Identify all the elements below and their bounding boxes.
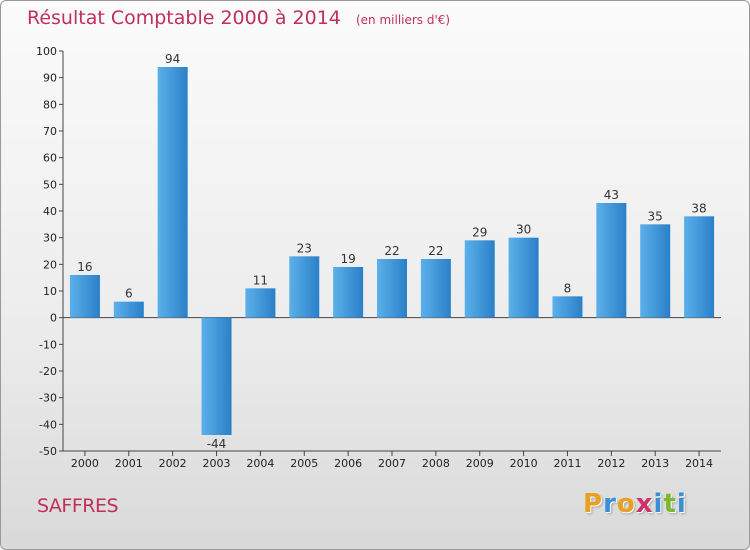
- data-label-2011: 8: [564, 281, 572, 295]
- x-tick-label-2001: 2001: [115, 457, 143, 470]
- data-label-2002: 94: [165, 52, 180, 66]
- data-label-2007: 22: [384, 244, 399, 258]
- chart-data-labels: 16 6 94 -44 11 23 19 22 22 29 30 8 43 35 38: [77, 52, 706, 451]
- x-tick-label-2003: 2003: [203, 457, 231, 470]
- bar-2004: [245, 288, 276, 318]
- chart-unit: (en milliers d'€): [355, 13, 451, 27]
- bar-2014: [684, 216, 715, 318]
- bar-2010: [508, 237, 539, 318]
- bar-2005: [289, 256, 320, 318]
- data-label-2014: 38: [691, 201, 706, 215]
- y-tick-label: 70: [43, 125, 57, 138]
- x-tick-label-2000: 2000: [71, 457, 99, 470]
- y-tick-label: -10: [39, 338, 57, 351]
- y-tick-label: 0: [50, 312, 57, 325]
- logo-letter: x: [635, 489, 654, 519]
- data-label-2013: 35: [648, 209, 663, 223]
- bar-2011: [552, 296, 583, 318]
- data-label-2004: 11: [253, 273, 268, 287]
- x-tick-label-2005: 2005: [290, 457, 318, 470]
- y-tick-label: 60: [43, 152, 57, 165]
- data-label-2009: 29: [472, 225, 487, 239]
- chart-title: Résultat Comptable 2000 à 2014: [27, 7, 341, 29]
- data-label-2010: 30: [516, 223, 531, 237]
- x-tick-label-2011: 2011: [553, 457, 581, 470]
- bar-2000: [69, 275, 100, 318]
- y-tick-label: 100: [36, 45, 57, 58]
- data-label-2005: 23: [297, 241, 312, 255]
- y-tick-label: -50: [39, 445, 57, 458]
- data-label-2003: -44: [207, 437, 227, 451]
- x-tick-label-2010: 2010: [510, 457, 538, 470]
- logo-letter: o: [616, 489, 636, 519]
- y-tick-label: 80: [43, 98, 57, 111]
- bar-2006: [333, 267, 364, 318]
- logo-letter: P: [583, 489, 604, 519]
- data-label-2012: 43: [604, 188, 619, 202]
- bar-2012: [596, 203, 627, 318]
- x-tick-label-2012: 2012: [597, 457, 625, 470]
- x-tick-label-2013: 2013: [641, 457, 669, 470]
- logo-letter: r: [603, 489, 617, 519]
- bar-2007: [377, 259, 407, 318]
- bar-2008: [420, 259, 451, 318]
- data-label-2000: 16: [77, 260, 92, 274]
- bar-2003: [201, 317, 232, 435]
- x-tick-label-2009: 2009: [466, 457, 494, 470]
- x-tick-label-2004: 2004: [246, 457, 274, 470]
- data-label-2001: 6: [125, 287, 133, 301]
- x-tick-label-2006: 2006: [334, 457, 362, 470]
- logo-letter: i: [676, 489, 687, 519]
- y-tick-label: 50: [43, 178, 57, 191]
- y-tick-label: -40: [39, 418, 57, 431]
- bar-2001: [113, 301, 144, 318]
- y-tick-label: 10: [43, 285, 57, 298]
- commune-name: SAFFRES: [37, 495, 119, 517]
- x-tick-label-2008: 2008: [422, 457, 450, 470]
- proxiti-logo: Proxiti: [583, 489, 687, 519]
- bar-2013: [640, 224, 671, 318]
- x-tick-label-2007: 2007: [378, 457, 406, 470]
- y-tick-label: 20: [43, 258, 57, 271]
- title-row: Résultat Comptable 2000 à 2014 (en milli…: [27, 7, 450, 29]
- y-tick-label: 30: [43, 232, 57, 245]
- x-tick-label-2014: 2014: [685, 457, 713, 470]
- y-tick-label: 90: [43, 72, 57, 85]
- x-tick-label-2002: 2002: [159, 457, 187, 470]
- chart-bars: [69, 67, 715, 435]
- data-label-2006: 19: [340, 252, 355, 266]
- logo-letter: i: [653, 489, 664, 519]
- bar-2002: [157, 67, 188, 318]
- data-label-2008: 22: [428, 244, 443, 258]
- logo-letter: t: [663, 489, 677, 519]
- y-tick-label: -20: [39, 365, 57, 378]
- bar-2009: [464, 240, 495, 318]
- y-tick-label: -30: [39, 392, 57, 405]
- y-tick-label: 40: [43, 205, 57, 218]
